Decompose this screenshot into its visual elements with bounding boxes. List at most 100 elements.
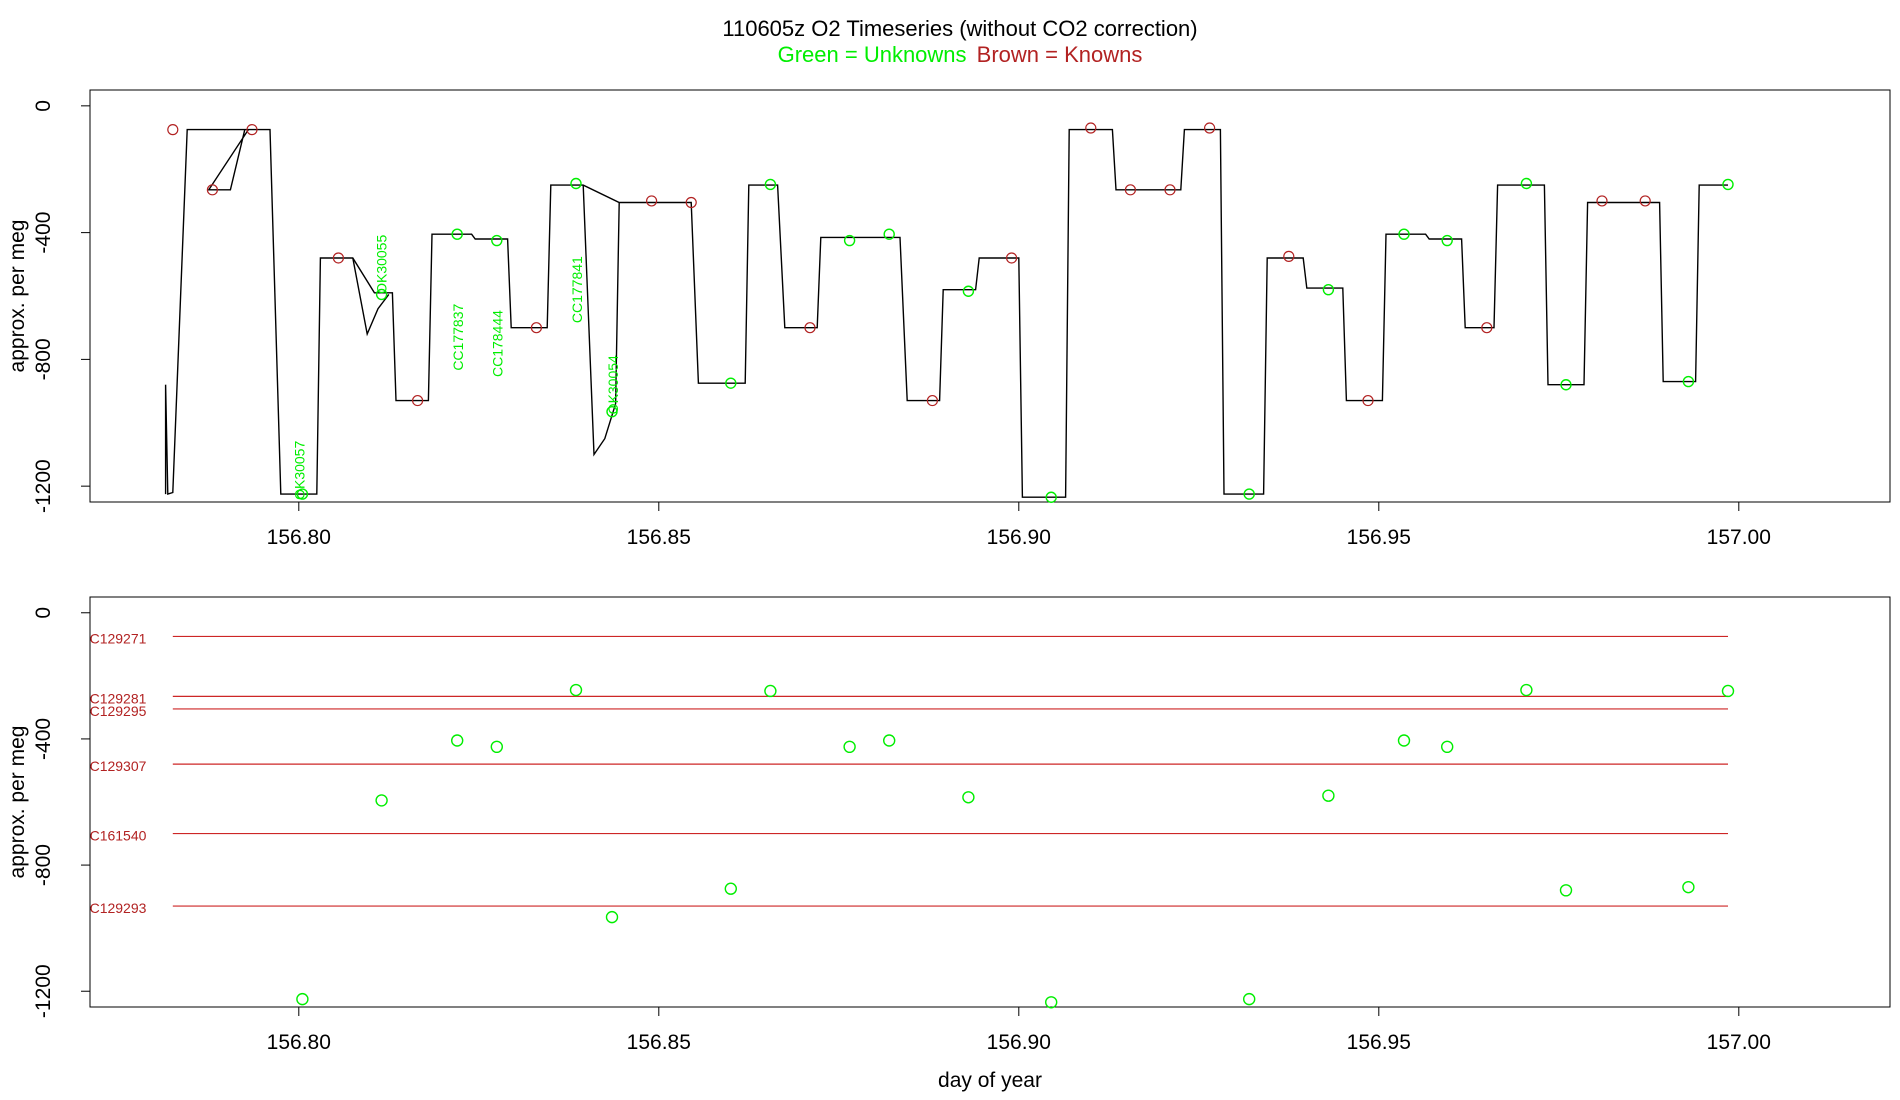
sample-label: OK30057 xyxy=(292,441,308,500)
unknown-point xyxy=(1520,683,1533,697)
plot-frame xyxy=(89,89,1891,503)
unknown-point xyxy=(764,684,777,698)
unknown-point xyxy=(843,234,856,247)
plot-frame xyxy=(89,596,1891,1008)
unknown-point xyxy=(1560,379,1572,391)
sample-label: OK30055 xyxy=(374,235,390,294)
reference-panel: 156.80 156.85 156.90 156.95 157.00 0 -400 -800 -… xyxy=(6,596,1891,1092)
unknown-point xyxy=(843,740,856,754)
unknown-point xyxy=(296,488,309,500)
unknown-point xyxy=(569,683,583,697)
known-point xyxy=(1481,322,1493,334)
unknown-point xyxy=(724,882,737,895)
x-tick-label: 156.90 xyxy=(987,526,1051,549)
unknown-point xyxy=(1722,178,1734,191)
unknown-point xyxy=(1559,884,1573,897)
x-tick-label: 156.85 xyxy=(627,1031,691,1054)
unknown-point xyxy=(1044,996,1058,1009)
known-point xyxy=(332,252,344,264)
known-point xyxy=(1203,122,1216,134)
x-tick-label: 157.00 xyxy=(1707,526,1771,549)
known-point xyxy=(926,394,939,407)
unknown-point xyxy=(1441,234,1453,247)
known-point xyxy=(1124,184,1137,196)
x-tick-label: 156.80 xyxy=(267,1031,331,1054)
unknown-point xyxy=(451,734,464,747)
y-tick-label: -800 xyxy=(32,338,55,380)
unknown-point xyxy=(1682,880,1695,894)
chart-title: 110605z O2 Timeseries (without CO2 corre… xyxy=(722,16,1197,41)
reference-label: C129307 xyxy=(90,758,147,774)
unknown-point xyxy=(1398,228,1410,240)
known-point xyxy=(1005,252,1018,264)
y-axis-label: approx. per meg xyxy=(6,220,29,373)
reference-label: C129271 xyxy=(90,630,147,646)
x-tick-label: 156.85 xyxy=(627,526,691,549)
unknown-point xyxy=(883,734,896,747)
unknown-point xyxy=(1440,740,1454,754)
unknown-point xyxy=(1397,734,1411,747)
y-axis-label: approx. per meg xyxy=(6,726,29,879)
unknown-point xyxy=(1242,992,1256,1006)
reference-label: C161540 xyxy=(90,828,147,844)
x-tick-label: 156.95 xyxy=(1347,1031,1411,1054)
unknown-point xyxy=(491,234,503,247)
unknown-point xyxy=(1322,789,1335,802)
x-tick-label: 157.00 xyxy=(1707,1031,1771,1054)
known-point xyxy=(685,196,697,209)
o2-trace-relaxation xyxy=(352,257,390,337)
unknown-point xyxy=(883,228,895,240)
known-point xyxy=(1164,184,1176,196)
unknown-point xyxy=(962,285,975,297)
unknown-point xyxy=(1682,375,1695,388)
y-tick-label: -400 xyxy=(32,718,55,760)
unknown-point xyxy=(606,405,618,418)
legend-knowns: Brown = Knowns xyxy=(977,42,1143,67)
known-point xyxy=(206,184,218,196)
reference-label: C129295 xyxy=(90,703,147,719)
unknown-point xyxy=(451,228,463,240)
reference-label: C129293 xyxy=(90,900,147,916)
known-point xyxy=(645,195,658,207)
known-point xyxy=(1362,394,1374,407)
y-tick-label: 0 xyxy=(32,607,55,619)
timeseries-panel: 156.80 156.85 156.90 156.95 157.00 0 -400 -800 -… xyxy=(6,89,1891,549)
reference-label: C129281 xyxy=(90,690,147,706)
known-point xyxy=(246,124,258,136)
o2-trace-relaxation xyxy=(582,185,620,457)
sample-label: CC178444 xyxy=(490,310,506,377)
y-tick-label: -1200 xyxy=(32,964,55,1018)
x-axis-label: day of year xyxy=(938,1069,1042,1092)
known-point xyxy=(530,322,543,334)
unknown-point xyxy=(1243,488,1255,500)
unknown-point xyxy=(764,178,777,191)
x-tick-label: 156.90 xyxy=(987,1031,1051,1054)
y-tick-label: -400 xyxy=(32,212,55,254)
unknown-point xyxy=(375,794,388,807)
unknown-point xyxy=(1721,684,1735,698)
known-point xyxy=(167,124,179,136)
x-tick-label: 156.80 xyxy=(267,526,331,549)
y-tick-label: -800 xyxy=(32,844,55,886)
sample-label: CC177841 xyxy=(569,256,585,323)
o2-trace xyxy=(164,128,1728,498)
known-point xyxy=(1283,250,1295,262)
y-tick-label: 0 xyxy=(32,100,55,112)
unknown-point xyxy=(1045,491,1057,503)
sample-label: OK30054 xyxy=(605,355,621,414)
unknown-point xyxy=(605,910,619,924)
known-point xyxy=(1639,195,1651,207)
y-tick-label: -1200 xyxy=(32,459,55,513)
sample-label: CC177837 xyxy=(450,304,466,371)
known-point xyxy=(412,394,424,407)
known-point xyxy=(804,322,816,334)
known-point xyxy=(1596,195,1608,207)
legend-unknowns: Green = Unknowns xyxy=(778,42,967,67)
unknown-point xyxy=(725,377,737,389)
unknown-point xyxy=(296,992,309,1006)
x-tick-label: 156.95 xyxy=(1347,526,1411,549)
unknown-point xyxy=(1520,177,1533,190)
unknown-point xyxy=(570,177,582,190)
unknown-point xyxy=(1322,283,1335,296)
